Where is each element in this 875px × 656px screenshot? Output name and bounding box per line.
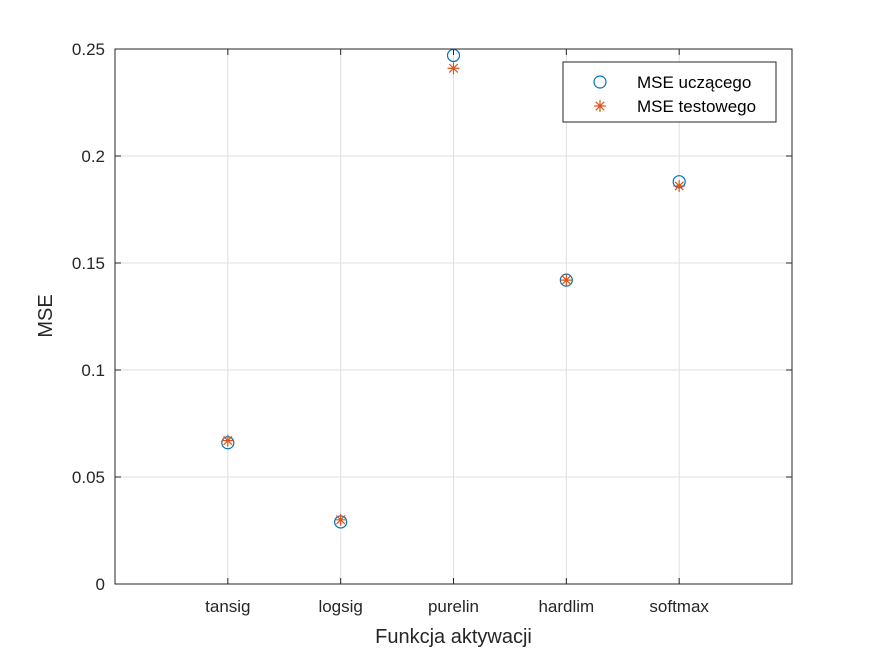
- asterisk-stroke: [561, 275, 571, 285]
- data-point-asterisk: [673, 179, 686, 193]
- legend-marker-asterisk: [593, 99, 607, 113]
- legend-label: MSE testowego: [637, 97, 756, 116]
- x-tick-label: logsig: [318, 597, 362, 616]
- data-point-asterisk: [560, 274, 573, 287]
- asterisk-stroke: [449, 63, 458, 73]
- legend-marker-circle: [593, 75, 607, 89]
- asterisk-stroke: [336, 515, 346, 525]
- y-tick-label: 0: [96, 575, 105, 594]
- y-tick-labels: 0 0.05 0.1 0.15 0.2 0.25: [72, 40, 105, 594]
- x-tick-labels: tansig logsig purelin hardlim softmax: [205, 597, 709, 616]
- legend: MSE uczącego MSE testowego: [562, 61, 777, 123]
- legend-box: [562, 61, 777, 123]
- legend-label: MSE uczącego: [637, 73, 751, 92]
- data-markers: [221, 48, 686, 529]
- y-tick-label: 0.2: [81, 147, 105, 166]
- y-tick-label: 0.15: [72, 254, 105, 273]
- data-point-asterisk: [447, 62, 460, 75]
- x-tick-label: hardlim: [538, 597, 594, 616]
- y-axis-label: MSE: [35, 294, 57, 337]
- x-tick-label: purelin: [428, 597, 479, 616]
- x-tick-label: softmax: [649, 597, 709, 616]
- data-point-asterisk: [334, 513, 347, 526]
- asterisk-stroke: [223, 436, 233, 446]
- asterisk-stroke: [595, 101, 605, 111]
- y-tick-label: 0.05: [72, 468, 105, 487]
- y-tick-label: 0.1: [81, 361, 105, 380]
- y-tick-label: 0.25: [72, 40, 105, 59]
- x-tick-label: tansig: [205, 597, 250, 616]
- asterisk-stroke: [674, 181, 684, 191]
- plot-frame: [114, 48, 793, 585]
- data-point-asterisk: [221, 434, 234, 447]
- legend-entries: MSE uczącego MSE testowego: [593, 73, 756, 116]
- x-axis-label: Funkcja aktywacji: [375, 626, 532, 648]
